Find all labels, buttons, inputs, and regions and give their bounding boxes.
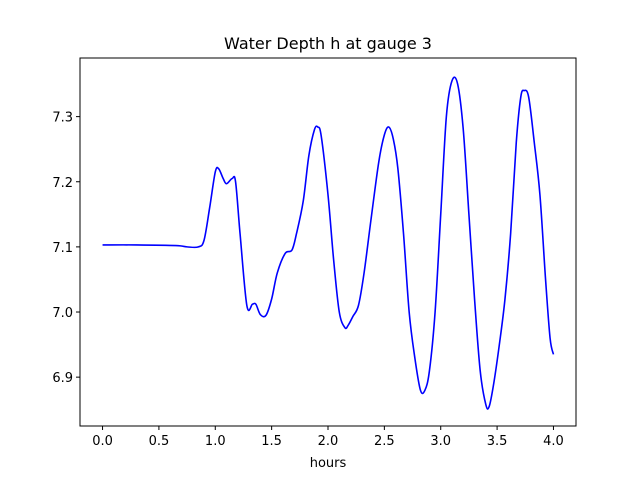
y-tick-label: 6.9 bbox=[52, 371, 73, 386]
x-tick-label: 3.0 bbox=[430, 434, 451, 449]
x-tick-label: 2.5 bbox=[374, 434, 395, 449]
y-tick-label: 7.2 bbox=[52, 176, 73, 191]
chart-title: Water Depth h at gauge 3 bbox=[224, 34, 432, 53]
y-tick-label: 7.1 bbox=[52, 241, 73, 256]
y-tick-label: 7.3 bbox=[52, 111, 73, 126]
x-tick-label: 1.0 bbox=[205, 434, 226, 449]
x-tick-label: 4.0 bbox=[543, 434, 564, 449]
x-tick-label: 2.0 bbox=[318, 434, 339, 449]
plot-area: 0.0 0.5 1.0 1.5 2.0 2.5 3.0 3.5 4.0 6.9 7.0 7.1 7.2 7… bbox=[52, 57, 577, 449]
plot-frame bbox=[79, 57, 577, 427]
x-axis-title: hours bbox=[310, 456, 347, 471]
x-tick-label: 0.0 bbox=[92, 434, 113, 449]
series-line bbox=[102, 76, 555, 410]
y-tick-label: 7.0 bbox=[52, 306, 73, 321]
x-tick-label: 3.5 bbox=[487, 434, 508, 449]
x-tick-label: 0.5 bbox=[149, 434, 170, 449]
x-tick-label: 1.5 bbox=[261, 434, 282, 449]
